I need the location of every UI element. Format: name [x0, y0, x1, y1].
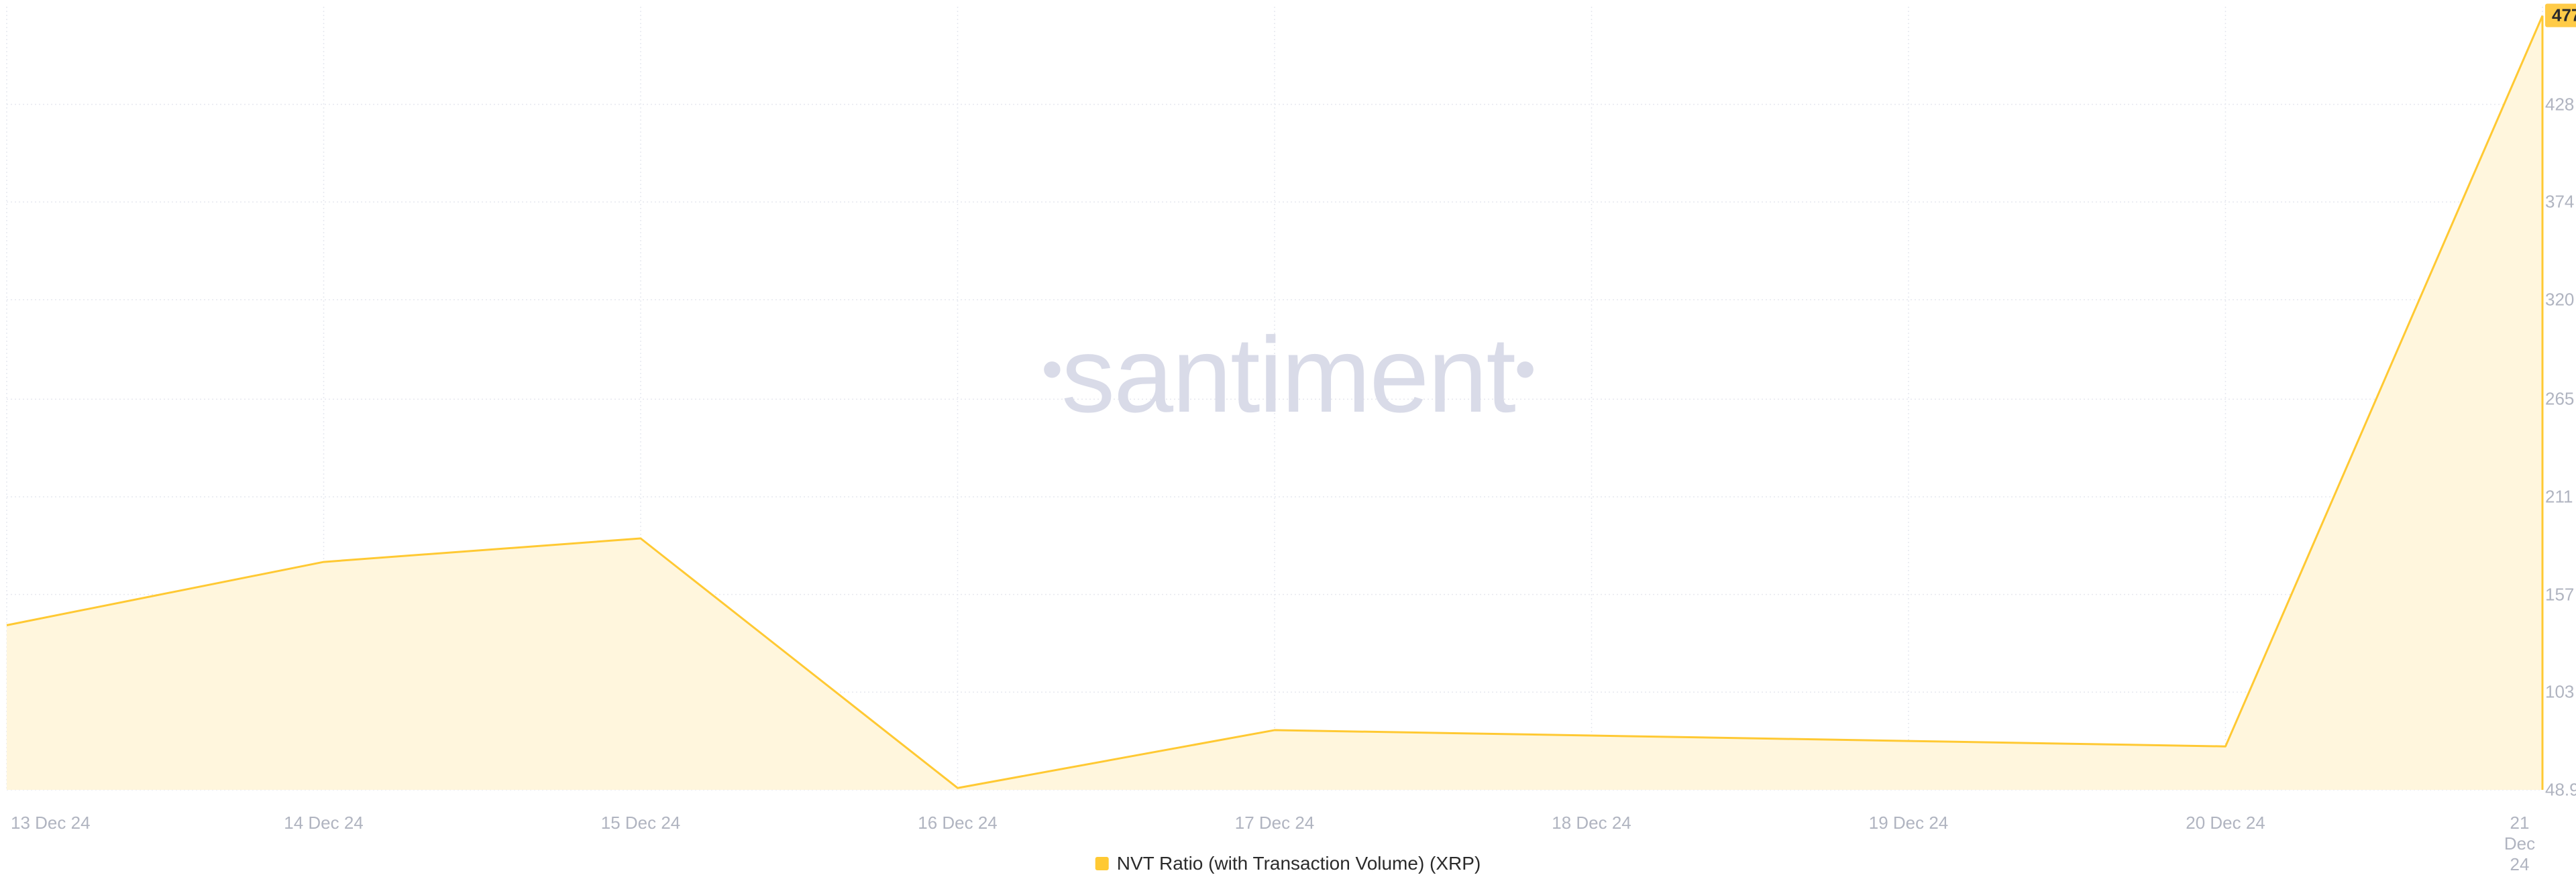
x-tick-label: 14 Dec 24: [284, 813, 364, 833]
y-tick-label: 265: [2545, 389, 2574, 410]
legend: NVT Ratio (with Transaction Volume) (XRP…: [1095, 853, 1481, 874]
x-tick-label: 16 Dec 24: [918, 813, 998, 833]
legend-label: NVT Ratio (with Transaction Volume) (XRP…: [1117, 853, 1481, 874]
y-tick-label: 157: [2545, 584, 2574, 605]
x-tick-label: 18 Dec 24: [1552, 813, 1631, 833]
x-tick-label: 13 Dec 24: [11, 813, 91, 833]
chart-container: •santiment• 48.976103157211265320374428 …: [0, 0, 2576, 872]
x-tick-label: 17 Dec 24: [1235, 813, 1315, 833]
x-tick-label: 20 Dec 24: [2186, 813, 2265, 833]
y-tick-label: 48.976: [2545, 780, 2576, 801]
legend-swatch: [1095, 857, 1109, 870]
chart-svg: [0, 0, 2576, 872]
current-value-text: 477: [2552, 5, 2576, 25]
current-value-badge: 477: [2545, 4, 2576, 27]
y-tick-label: 103: [2545, 682, 2574, 703]
y-tick-label: 374: [2545, 192, 2574, 213]
y-tick-label: 211: [2545, 486, 2573, 507]
x-tick-label: 19 Dec 24: [1869, 813, 1949, 833]
x-tick-label: 15 Dec 24: [601, 813, 681, 833]
y-tick-label: 320: [2545, 289, 2574, 310]
x-tick-label: 21 Dec 24: [2501, 813, 2538, 875]
y-tick-label: 428: [2545, 94, 2574, 115]
